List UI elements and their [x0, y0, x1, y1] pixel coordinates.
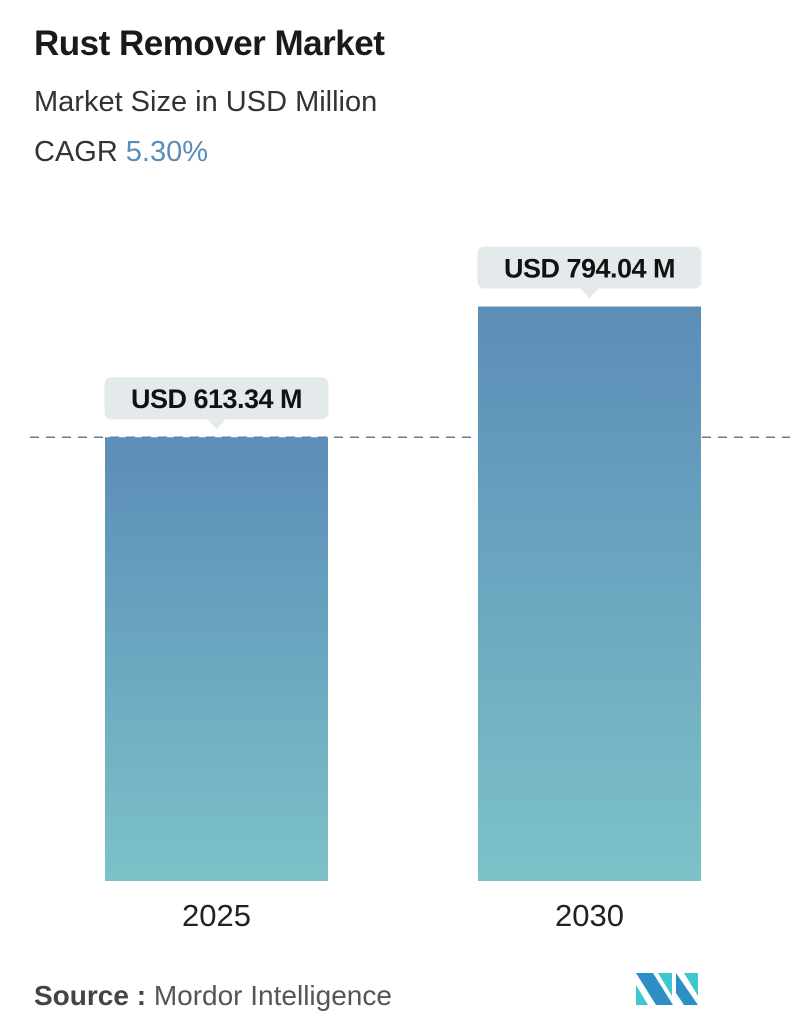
cagr-value: 5.30% — [125, 136, 209, 168]
data-label: USD 794.04 M — [504, 254, 675, 284]
source: Source : Mordor Intelligence — [34, 980, 392, 1012]
bar-2030 — [478, 306, 701, 881]
source-label: Source : — [34, 980, 147, 1011]
chart-subtitle: Market Size in USD Million — [34, 86, 378, 118]
data-label-pointer — [580, 288, 599, 299]
data-label-pointer — [207, 419, 226, 430]
x-tick-label: 2030 — [555, 898, 624, 933]
bar-2025 — [105, 437, 328, 881]
cagr: CAGR 5.30% — [34, 136, 208, 169]
source-value: Mordor Intelligence — [153, 980, 392, 1011]
data-label-box — [477, 246, 702, 289]
x-tick-label: 2025 — [182, 898, 251, 933]
cagr-label: CAGR — [34, 136, 118, 168]
data-label-box — [104, 377, 329, 420]
data-label: USD 613.34 M — [131, 384, 302, 414]
chart-title: Rust Remover Market — [34, 24, 385, 63]
